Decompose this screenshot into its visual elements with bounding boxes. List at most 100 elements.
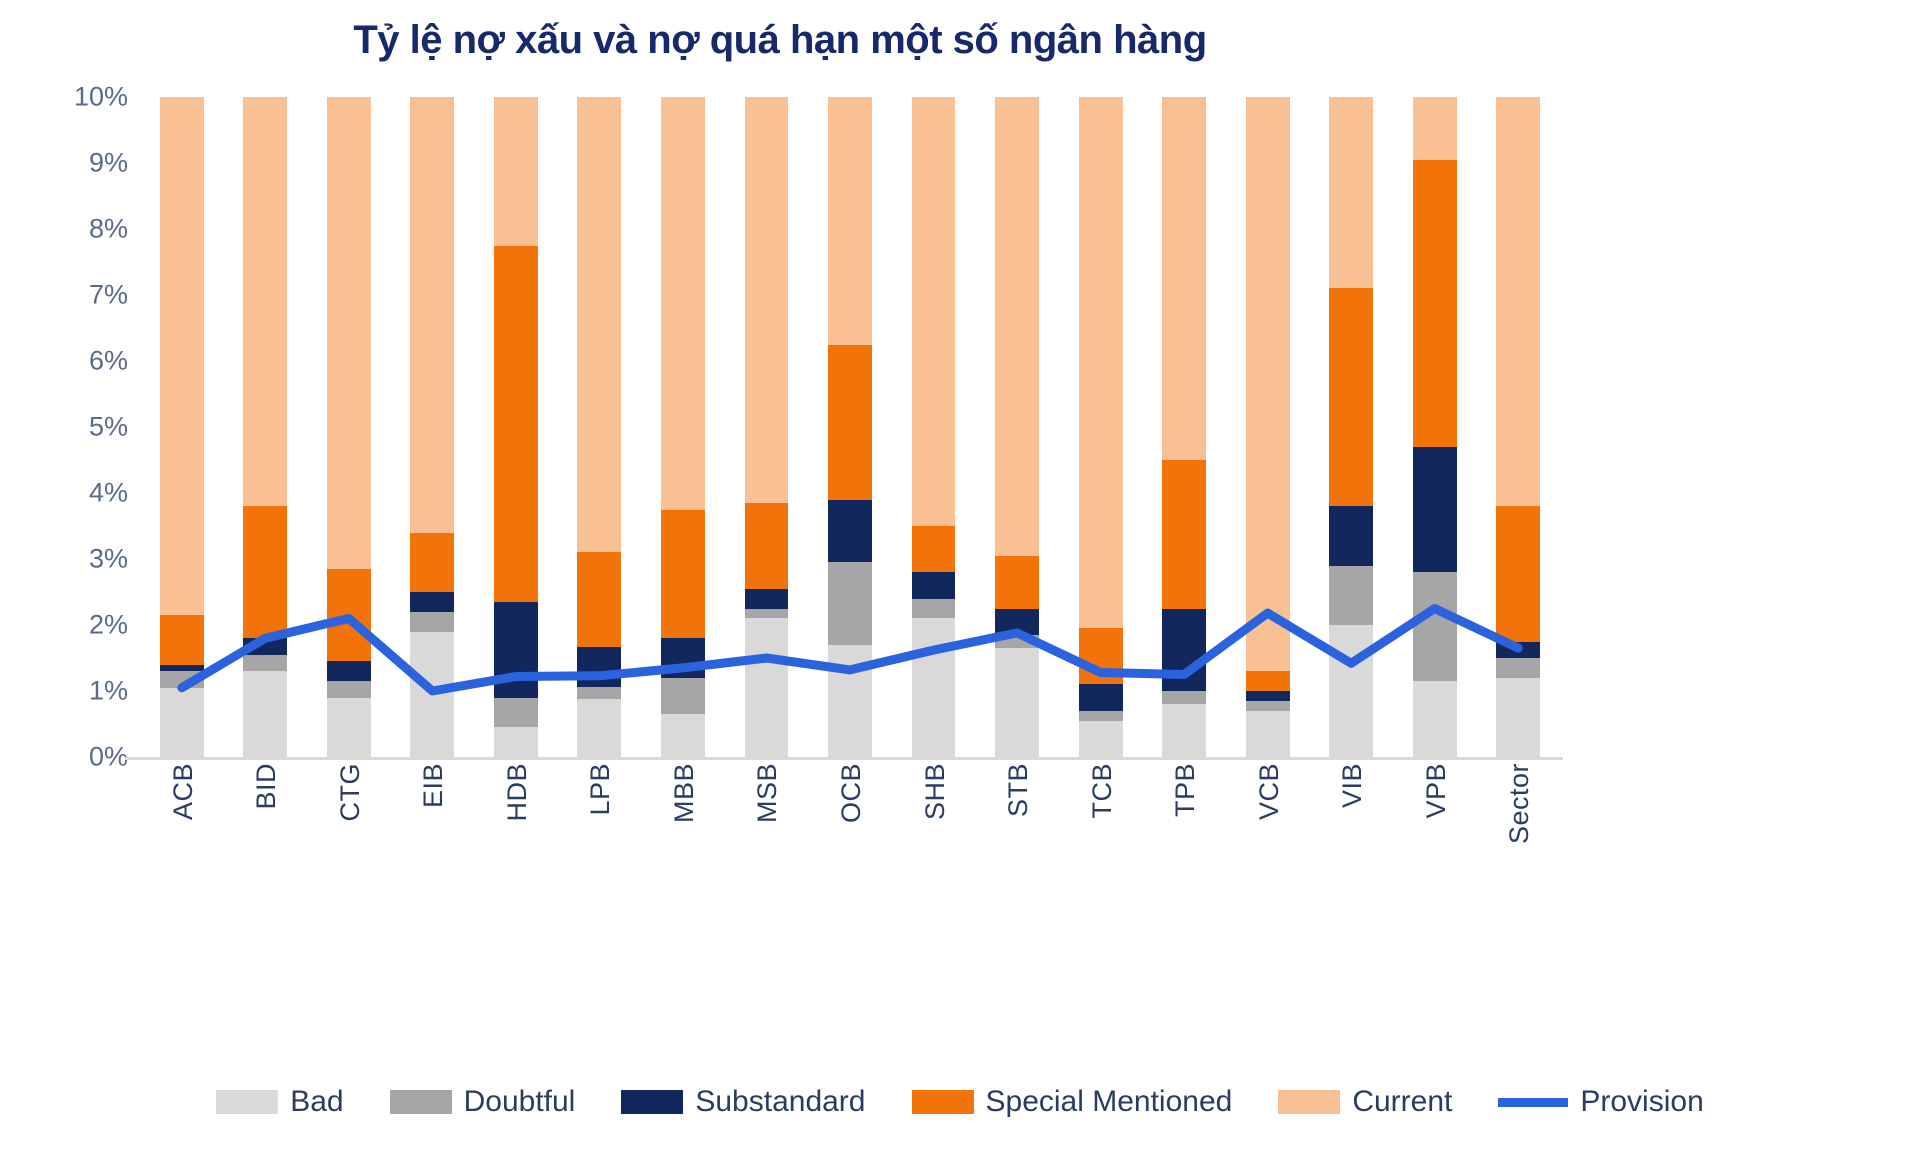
bar-segment-substandard	[577, 647, 622, 688]
bar-segment-bad	[1162, 704, 1207, 757]
bar-segment-bad	[1245, 710, 1290, 757]
bar-group-tcb[interactable]	[1078, 97, 1123, 757]
bar-segment-current	[159, 97, 204, 616]
bar-segment-current	[911, 97, 956, 527]
legend-item-current[interactable]: Current	[1278, 1085, 1452, 1119]
bar-segment-doubtful	[1496, 658, 1541, 678]
legend-item-doubtful[interactable]: Doubtful	[389, 1085, 575, 1119]
bar-segment-doubtful	[995, 634, 1039, 649]
bar-segment-bad	[661, 714, 705, 757]
bar-segment-special-mentioned	[1496, 506, 1541, 642]
bar-segment-current	[744, 97, 789, 503]
bar-stack	[493, 97, 538, 757]
bar-stack	[744, 97, 789, 757]
bar-segment-doubtful	[1078, 710, 1123, 721]
bar-segment-current	[828, 97, 872, 345]
bar-group-ctg[interactable]	[326, 97, 371, 757]
legend-item-bad[interactable]: Bad	[216, 1085, 344, 1119]
bar-segment-current	[493, 97, 538, 246]
bar-segment-doubtful	[493, 697, 538, 728]
bar-segment-doubtful	[911, 598, 956, 619]
bar-stack	[1078, 97, 1123, 757]
bar-segment-doubtful	[1162, 691, 1207, 705]
bar-group-acb[interactable]	[159, 97, 204, 757]
x-axis-tick-label-eib: EIB	[418, 763, 449, 809]
y-axis-tick-label: 3%	[88, 543, 128, 574]
bar-group-vcb[interactable]	[1245, 97, 1290, 757]
bar-group-mbb[interactable]	[661, 97, 705, 757]
x-axis-tick-label-hdb: HDB	[501, 763, 532, 822]
bar-segment-substandard	[1245, 691, 1290, 701]
bar-group-tpb[interactable]	[1162, 97, 1207, 757]
chart-legend: Bad Doubtful Substandard Special Mentioned C…	[0, 1085, 1920, 1119]
legend-swatch-icon	[911, 1090, 974, 1114]
bar-segment-bad	[911, 618, 956, 757]
x-axis-tick-label-shb: SHB	[919, 763, 950, 821]
bar-group-vib[interactable]	[1329, 97, 1374, 757]
bar-segment-doubtful	[828, 562, 872, 645]
bar-stack	[828, 97, 872, 757]
bar-segment-special-mentioned	[410, 532, 455, 593]
bar-segment-special-mentioned	[577, 551, 622, 648]
bar-segment-bad	[1496, 677, 1541, 757]
bar-segment-current	[1078, 97, 1123, 629]
x-axis-tick-label-acb: ACB	[167, 763, 198, 821]
bar-segment-special-mentioned	[1078, 628, 1123, 685]
y-axis-tick-label: 10%	[73, 81, 128, 112]
x-axis-tick-label-mbb: MBB	[668, 763, 699, 824]
bar-segment-doubtful	[159, 671, 204, 688]
legend-item-substandard[interactable]: Substandard	[621, 1085, 866, 1119]
bar-stack	[577, 97, 622, 757]
bar-segment-substandard	[661, 638, 705, 678]
legend-item-special-mentioned[interactable]: Special Mentioned	[911, 1085, 1233, 1119]
legend-label: Current	[1352, 1085, 1453, 1118]
bar-stack	[1496, 97, 1541, 757]
bar-segment-substandard	[410, 592, 455, 612]
bar-segment-doubtful	[1412, 572, 1457, 682]
bar-segment-substandard	[1496, 641, 1541, 659]
y-axis-tick-label: 7%	[88, 279, 128, 310]
bar-segment-current	[661, 97, 705, 510]
y-axis-tick-label: 6%	[88, 345, 128, 376]
bar-segment-bad	[243, 671, 288, 757]
bar-segment-doubtful	[1329, 565, 1374, 625]
legend-label: Special Mentioned	[985, 1085, 1233, 1118]
bar-segment-doubtful	[744, 608, 789, 619]
bar-group-bid[interactable]	[243, 97, 288, 757]
bar-segment-current	[577, 97, 622, 552]
y-axis-tick-label: 4%	[88, 477, 128, 508]
bar-segment-substandard	[159, 664, 204, 672]
bar-segment-bad	[159, 687, 204, 757]
bar-segment-bad	[828, 644, 872, 757]
bar-segment-bad	[577, 698, 622, 757]
bar-group-msb[interactable]	[744, 97, 789, 757]
bar-stack	[1329, 97, 1374, 757]
bar-segment-current	[243, 97, 288, 507]
x-axis-tick-label-vcb: VCB	[1253, 763, 1284, 821]
bar-group-eib[interactable]	[410, 97, 455, 757]
x-axis-tick-label-msb: MSB	[752, 763, 783, 824]
x-axis-tick-label-stb: STB	[1003, 763, 1034, 818]
bar-group-sector[interactable]	[1496, 97, 1541, 757]
bar-group-shb[interactable]	[911, 97, 956, 757]
y-axis-tick-label: 2%	[88, 609, 128, 640]
bar-segment-special-mentioned	[326, 568, 371, 662]
bar-segment-substandard	[1078, 684, 1123, 711]
bar-segment-current	[1162, 97, 1207, 461]
legend-item-provision[interactable]: Provision	[1498, 1085, 1704, 1119]
bar-segment-bad	[410, 631, 455, 757]
bar-group-lpb[interactable]	[577, 97, 622, 757]
bar-group-vpb[interactable]	[1412, 97, 1457, 757]
x-axis-tick-label-vpb: VPB	[1420, 763, 1451, 819]
bar-segment-substandard	[1162, 608, 1207, 692]
bar-group-ocb[interactable]	[828, 97, 872, 757]
bar-segment-special-mentioned	[911, 526, 956, 573]
x-axis-tick-label-sector: Sector	[1504, 763, 1535, 845]
bar-group-stb[interactable]	[995, 97, 1039, 757]
legend-swatch-icon	[389, 1090, 452, 1114]
bar-stack	[326, 97, 371, 757]
x-axis-labels: ACB BID CTG EIB HDB LPB MBB MSB OCB SHB STB TCB TPB V…	[140, 763, 1560, 893]
bar-segment-special-mentioned	[744, 502, 789, 589]
bar-group-hdb[interactable]	[493, 97, 538, 757]
bar-segment-special-mentioned	[159, 615, 204, 665]
